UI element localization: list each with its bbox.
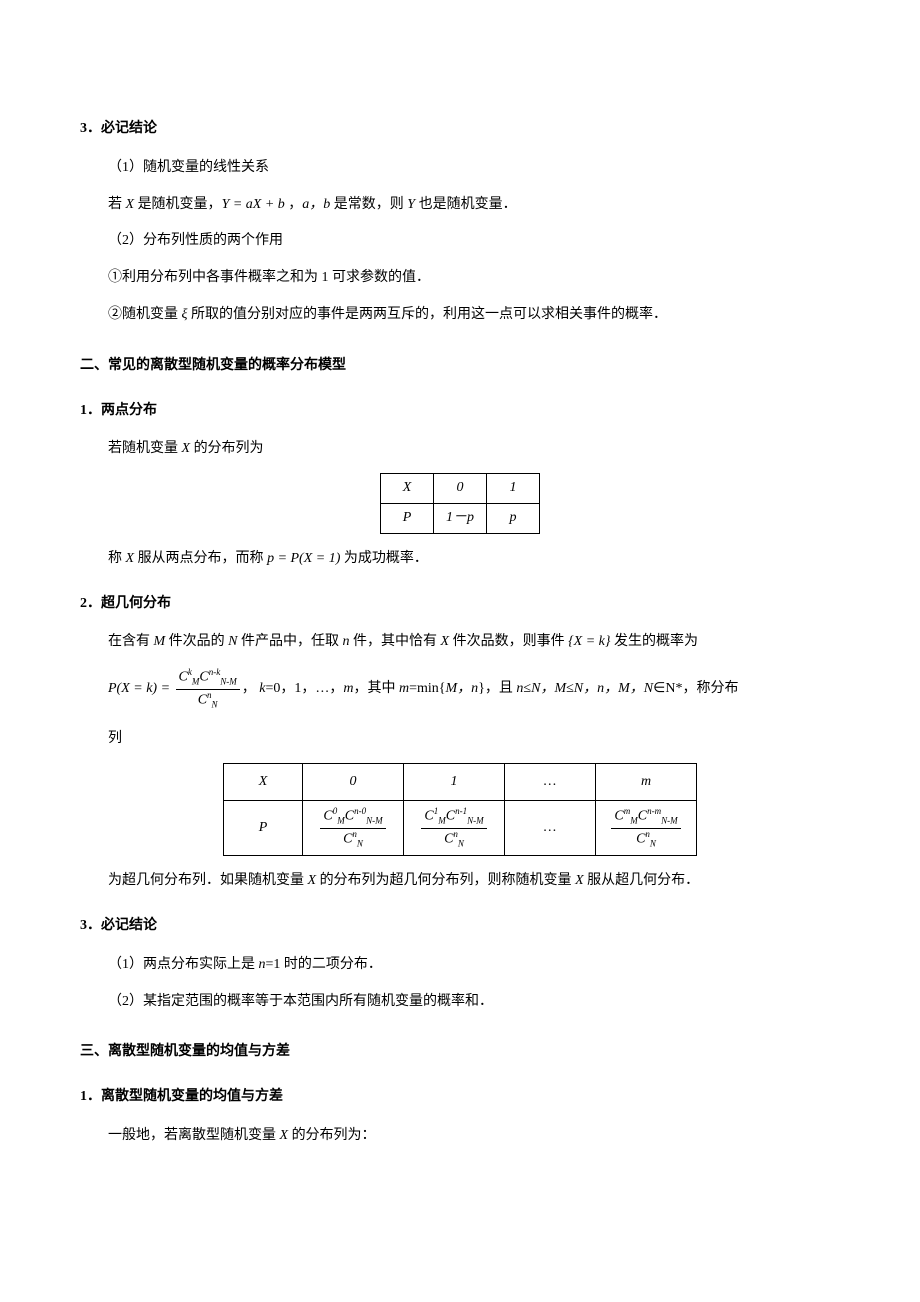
var-y: Y: [407, 197, 415, 212]
text: 件次品数，则事件: [449, 634, 568, 649]
para-1-4: ①利用分布列中各事件概率之和为 1 可求参数的值．: [80, 263, 840, 294]
para-1-1: （1）随机变量的线性关系: [80, 153, 840, 184]
para-4-2: 列: [80, 724, 840, 755]
heading-mean-var: 1．离散型随机变量的均值与方差: [80, 1082, 840, 1113]
cell: 1－p: [434, 503, 487, 533]
formula-hypergeo: P(X = k) = CkMCn-kN-MCnN， k=0，1，…，m，其中 m…: [80, 668, 840, 710]
text: 是常数，则: [330, 197, 407, 212]
text: 件，其中恰有: [350, 634, 441, 649]
table-row: X 0 1: [381, 474, 540, 504]
var-x: X: [575, 873, 584, 888]
text: =min{: [409, 681, 445, 696]
text: 也是随机变量．: [415, 197, 517, 212]
text: ，: [285, 197, 303, 212]
var-x: X: [182, 441, 191, 456]
text: 为成功概率．: [340, 551, 428, 566]
text: 的分布列为：: [288, 1128, 376, 1143]
var-m: m: [343, 681, 353, 696]
cell: p: [487, 503, 540, 533]
heading-twopoint: 1．两点分布: [80, 396, 840, 427]
para-1-3: （2）分布列性质的两个作用: [80, 226, 840, 257]
text: 的分布列为超几何分布列，则称随机变量: [316, 873, 575, 888]
text: 是随机变量，: [134, 197, 222, 212]
cell: …: [505, 801, 596, 856]
text: 服从两点分布，而称: [134, 551, 267, 566]
var-M: M: [154, 634, 166, 649]
cell: X: [381, 474, 434, 504]
cell: C0MCn-0N-MCnN: [303, 801, 404, 856]
var-n: n: [343, 634, 350, 649]
text: =1 时的二项分布．: [266, 957, 382, 972]
para-5-1: （1）两点分布实际上是 n=1 时的二项分布．: [80, 950, 840, 981]
table-row: P 1－p p: [381, 503, 540, 533]
cell: CmMCn-mN-MCnN: [596, 801, 697, 856]
var-x: X: [126, 551, 135, 566]
cell: 0: [303, 763, 404, 801]
cell: P: [381, 503, 434, 533]
para-4-3: 为超几何分布列．如果随机变量 X 的分布列为超几何分布列，则称随机变量 X 服从…: [80, 866, 840, 897]
var-ab: a，b: [302, 197, 330, 212]
cell: 1: [404, 763, 505, 801]
text: 若随机变量: [108, 441, 182, 456]
text: 在含有: [108, 634, 154, 649]
table-hypergeo: X 0 1 … m P C0MCn-0N-MCnN C1MCn-1N-MCnN …: [223, 763, 697, 856]
para-7-1: 一般地，若离散型随机变量 X 的分布列为：: [80, 1121, 840, 1152]
cell: …: [505, 763, 596, 801]
set-xk: {X = k}: [568, 634, 610, 649]
text: 件次品的: [165, 634, 228, 649]
formula-yaxb: Y = aX + b: [222, 197, 285, 212]
var-x: X: [280, 1128, 289, 1143]
text: （1）两点分布实际上是: [108, 957, 259, 972]
para-4-1: 在含有 M 件次品的 N 件产品中，任取 n 件，其中恰有 X 件次品数，则事件…: [80, 627, 840, 658]
var-x: X: [126, 197, 135, 212]
heading-conclusions-1: 3．必记结论: [80, 114, 840, 145]
formula-p: p = P(X = 1): [267, 551, 340, 566]
var-X: X: [441, 634, 450, 649]
fraction: CkMCn-kN-MCnN: [174, 668, 242, 710]
var-N: N: [228, 634, 237, 649]
para-5-2: （2）某指定范围的概率等于本范围内所有随机变量的概率和．: [80, 987, 840, 1018]
cond: n≤N，M≤N，n，M，N: [516, 681, 653, 696]
para-3-1: 若随机变量 X 的分布列为: [80, 434, 840, 465]
text: 为超几何分布列．如果随机变量: [108, 873, 308, 888]
var-Mn: M，n: [446, 681, 479, 696]
text: 所取的值分别对应的事件是两两互斥的，利用这一点可以求相关事件的概率．: [188, 307, 668, 322]
var-n: n: [259, 957, 266, 972]
para-1-5: ②随机变量 ξ 所取的值分别对应的事件是两两互斥的，利用这一点可以求相关事件的概…: [80, 300, 840, 331]
cell: m: [596, 763, 697, 801]
text: 件产品中，任取: [238, 634, 343, 649]
para-3-2: 称 X 服从两点分布，而称 p = P(X = 1) 为成功概率．: [80, 544, 840, 575]
text: 若: [108, 197, 126, 212]
text: ②随机变量: [108, 307, 182, 322]
heading-hypergeo: 2．超几何分布: [80, 589, 840, 620]
cell: X: [224, 763, 303, 801]
text: 的分布列为: [190, 441, 264, 456]
page-root: 3．必记结论 （1）随机变量的线性关系 若 X 是随机变量，Y = aX + b…: [0, 0, 920, 1238]
heading-section-3: 三、离散型随机变量的均值与方差: [80, 1037, 840, 1068]
text: ，其中: [353, 681, 399, 696]
text: =0，1，…，: [265, 681, 343, 696]
cell: P: [224, 801, 303, 856]
text: ，: [242, 681, 260, 696]
text: 发生的概率为: [611, 634, 699, 649]
cell: 1: [487, 474, 540, 504]
text: ∈N*，称分布: [653, 681, 738, 696]
var-x: X: [308, 873, 317, 888]
cell: C1MCn-1N-MCnN: [404, 801, 505, 856]
text: 称: [108, 551, 126, 566]
text: 一般地，若离散型随机变量: [108, 1128, 280, 1143]
table-twopoint: X 0 1 P 1－p p: [380, 473, 540, 534]
text: 服从超几何分布．: [584, 873, 700, 888]
table-row: P C0MCn-0N-MCnN C1MCn-1N-MCnN … CmMCn-mN…: [224, 801, 697, 856]
para-1-2: 若 X 是随机变量，Y = aX + b ，a，b 是常数，则 Y 也是随机变量…: [80, 190, 840, 221]
formula-lhs: P(X = k) =: [108, 681, 174, 696]
heading-conclusions-2: 3．必记结论: [80, 911, 840, 942]
heading-section-2: 二、常见的离散型随机变量的概率分布模型: [80, 351, 840, 382]
table-row: X 0 1 … m: [224, 763, 697, 801]
var-m: m: [399, 681, 409, 696]
cell: 0: [434, 474, 487, 504]
text: }，且: [478, 681, 516, 696]
